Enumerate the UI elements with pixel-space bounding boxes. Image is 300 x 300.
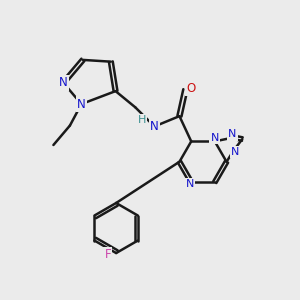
Text: N: N: [77, 98, 86, 111]
Text: N: N: [59, 76, 68, 89]
Text: H: H: [138, 115, 146, 125]
Text: F: F: [105, 248, 111, 261]
Text: N: N: [228, 130, 237, 140]
Text: N: N: [186, 178, 194, 189]
Text: N: N: [231, 147, 239, 157]
Text: O: O: [187, 82, 196, 95]
Text: N: N: [150, 120, 159, 133]
Text: N: N: [211, 133, 219, 143]
